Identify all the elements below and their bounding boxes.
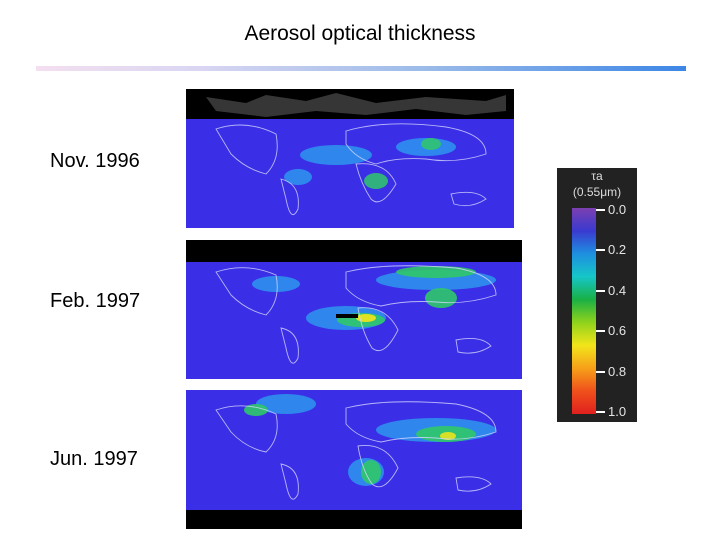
colorbar-tick-label: 0.0 xyxy=(608,202,627,217)
colorbar-tick xyxy=(596,330,605,333)
aerosol-map-jun-1997 xyxy=(186,390,522,529)
colorbar-legend: τa (0.55μm) 0.0 0.2 0.4 0.6 0.8 1.0 xyxy=(557,168,637,422)
colorbar-tick xyxy=(596,209,605,211)
colorbar-wavelength: (0.55μm) xyxy=(572,185,622,199)
map-label-jun-1997: Jun. 1997 xyxy=(50,448,138,470)
colorbar-tick-label: 0.8 xyxy=(608,363,627,379)
aerosol-map-feb-1997 xyxy=(186,240,522,379)
colorbar-tick xyxy=(596,370,605,373)
colorbar-tick-label: 0.2 xyxy=(608,242,627,258)
colorbar-tick xyxy=(596,411,605,413)
colorbar-tick-label: 0.4 xyxy=(608,282,627,298)
map-label-nov-1996: Nov. 1996 xyxy=(50,150,140,172)
aerosol-map-nov-1996 xyxy=(186,89,514,228)
colorbar-tick xyxy=(596,249,605,252)
slide-title: Aerosol optical thickness xyxy=(244,22,476,45)
colorbar-tick-label: 0.6 xyxy=(608,323,627,339)
colorbar-symbol: τa xyxy=(591,169,603,183)
map-label-feb-1997: Feb. 1997 xyxy=(50,290,141,312)
colorbar-tick-label: 1.0 xyxy=(608,404,627,419)
title-divider xyxy=(36,66,686,71)
colorbar-gradient xyxy=(572,208,596,414)
colorbar-tick xyxy=(596,289,605,292)
